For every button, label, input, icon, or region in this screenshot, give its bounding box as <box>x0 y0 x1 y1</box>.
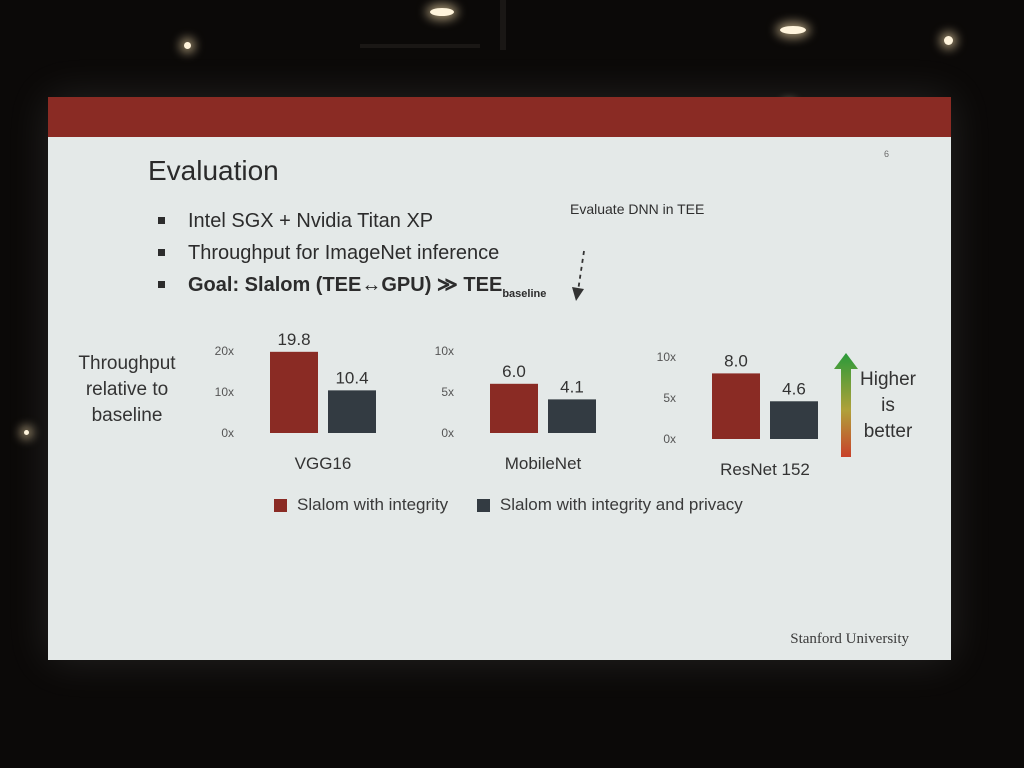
chart-resnet152: 0x 5x 10x 8.0 4.6 ResNet 152 <box>657 350 818 479</box>
data-label: 10.4 <box>335 368 368 387</box>
annotation-text: Evaluate DNN in TEE <box>570 201 705 217</box>
bullet-list: Intel SGX + Nvidia Titan XP Throughput f… <box>158 205 546 301</box>
y-axis-label-line: Throughput <box>78 353 176 374</box>
y-tick-label: 10x <box>435 344 454 358</box>
footer-logo-text: Stanford University <box>790 631 909 647</box>
higher-label-line: better <box>863 421 913 442</box>
legend-item: Slalom with integrity and privacy <box>476 495 743 515</box>
legend-swatch <box>274 498 287 512</box>
projection-screen: 6 Evaluation Intel SGX + Nvidia Titan XP… <box>48 97 951 660</box>
bar <box>770 401 818 439</box>
bullet-item: Throughput for ImageNet inference <box>158 237 546 269</box>
y-tick-label: 0x <box>441 426 454 440</box>
chart-vgg16: 0x 10x 20x 19.8 10.4 VGG16 <box>215 330 376 473</box>
y-axis-label-line: relative to <box>85 379 169 400</box>
bullet-text: Throughput for ImageNet inference <box>188 242 500 264</box>
slide-title-bar <box>48 97 951 137</box>
y-tick-label: 0x <box>663 432 676 446</box>
legend-swatch <box>476 498 490 512</box>
ceiling-light <box>780 26 806 34</box>
bar <box>548 399 596 433</box>
bar <box>328 390 376 433</box>
bullet-item-goal: Goal: Slalom (TEE↔GPU) ≫ TEEbaseline <box>158 269 546 301</box>
data-label: 4.1 <box>560 377 584 396</box>
data-label: 4.6 <box>782 379 806 398</box>
bullet-item: Intel SGX + Nvidia Titan XP <box>158 205 546 237</box>
bullet-text: Intel SGX + Nvidia Titan XP <box>188 210 434 232</box>
higher-is-better-label: Higher is better <box>853 367 923 445</box>
ceiling-light <box>24 430 29 435</box>
y-tick-label: 10x <box>657 350 676 364</box>
bullet-square-icon <box>158 217 165 224</box>
slide-number: 6 <box>883 149 889 159</box>
legend-label: Slalom with integrity <box>297 495 449 514</box>
x-category-label: VGG16 <box>295 454 352 473</box>
data-label: 8.0 <box>724 351 748 370</box>
y-axis-label-line: baseline <box>91 405 163 426</box>
bar <box>712 373 760 439</box>
x-category-label: ResNet 152 <box>720 460 810 479</box>
y-axis-label: Throughput relative to baseline <box>62 351 192 429</box>
x-category-label: MobileNet <box>505 454 582 473</box>
y-tick-label: 5x <box>663 391 676 405</box>
bullet-square-icon <box>158 249 165 256</box>
legend-label: Slalom with integrity and privacy <box>499 495 743 514</box>
ceiling-light <box>430 8 454 16</box>
higher-label-line: Higher <box>860 369 916 390</box>
bar <box>490 383 538 433</box>
ceiling-truss <box>360 44 480 48</box>
y-tick-label: 10x <box>215 385 234 399</box>
bullet-text: Goal: Slalom (TEE↔GPU) ≫ TEE <box>188 274 503 296</box>
bullet-square-icon <box>158 281 165 288</box>
ceiling-light <box>184 42 191 49</box>
data-label: 6.0 <box>502 362 526 381</box>
data-label: 19.8 <box>277 330 310 349</box>
dashed-arrow-icon <box>572 250 585 301</box>
y-tick-label: 5x <box>441 385 454 399</box>
y-tick-label: 20x <box>215 344 234 358</box>
bar <box>270 351 318 433</box>
chart-legend: Slalom with integrity Slalom with integr… <box>274 495 767 517</box>
legend-item: Slalom with integrity <box>274 495 448 515</box>
ceiling-light <box>944 36 953 45</box>
higher-label-line: is <box>881 395 895 416</box>
higher-is-better-arrow-icon <box>834 353 858 457</box>
y-tick-label: 0x <box>221 426 234 440</box>
chart-mobilenet: 0x 5x 10x 6.0 4.1 MobileNet <box>435 344 596 473</box>
slide-title: Evaluation <box>148 155 279 186</box>
ceiling-truss <box>500 0 506 50</box>
